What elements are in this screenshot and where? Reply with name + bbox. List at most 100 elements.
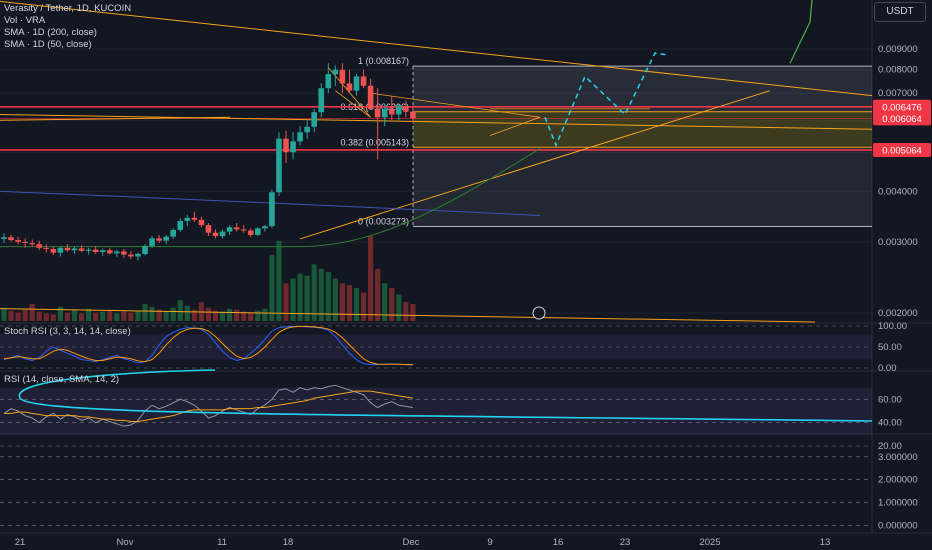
candle-body <box>85 249 92 251</box>
volume-bar <box>15 312 21 321</box>
sma200-legend[interactable]: SMA · 1D (200, close) <box>4 27 97 38</box>
oscillator-series-line <box>3 325 413 366</box>
volume-bar <box>360 292 367 321</box>
price-tick-label: 0.003000 <box>878 237 918 248</box>
candle-body <box>78 248 85 251</box>
symbol-title[interactable]: Verasity / Tether, 1D, KUCOIN <box>4 3 132 14</box>
base-line <box>0 308 816 323</box>
candle-body <box>205 225 212 233</box>
volume-bar <box>149 306 155 321</box>
candle-body <box>29 243 35 245</box>
volume-bar <box>71 309 78 321</box>
volume-bar <box>382 283 388 321</box>
volume-bar <box>389 287 395 321</box>
time-tick-label: 2025 <box>699 537 720 548</box>
volume-bar <box>227 308 233 321</box>
volume-bar <box>304 275 310 321</box>
volume-bar <box>142 304 148 321</box>
fib-level-label: 0 (0.003273) <box>358 217 409 227</box>
volume-bar <box>269 254 275 321</box>
volume-bar <box>212 310 219 321</box>
candle-body <box>311 112 317 127</box>
candle-body <box>262 226 268 229</box>
candle-body <box>184 217 191 221</box>
price-label-box <box>873 99 931 114</box>
candle-body <box>396 106 402 115</box>
volume-bar <box>57 306 63 321</box>
candle-body <box>247 230 254 235</box>
sma50-line <box>0 147 541 248</box>
sma50-legend[interactable]: SMA · 1D (50, close) <box>4 39 92 50</box>
candle-body <box>121 251 127 255</box>
price-axis: 0.0090000.0080000.0070000.0060000.005000… <box>873 44 931 531</box>
time-tick-label: 18 <box>283 537 294 548</box>
volume-bar <box>219 311 226 321</box>
candle-body <box>106 250 113 254</box>
volume-bar <box>325 271 331 321</box>
candle-body <box>71 248 78 251</box>
oscillator-tick-label: 100.00 <box>878 321 907 332</box>
candle-body <box>128 254 134 257</box>
volume-bar <box>234 309 240 321</box>
volume-bar <box>22 309 28 321</box>
volume-bar <box>135 310 141 321</box>
candle-body <box>353 76 360 91</box>
candle-body <box>57 247 64 253</box>
volume-bar <box>248 312 254 321</box>
fib-level-label: 0.382 (0.005143) <box>340 137 409 147</box>
price-label-text: 0.005064 <box>882 145 922 156</box>
price-tick-label: 0.002000 <box>878 308 918 319</box>
time-tick-label: 13 <box>820 537 831 548</box>
grid <box>0 0 932 534</box>
volume-bar <box>255 310 261 321</box>
volume-bar <box>121 311 127 321</box>
long-sma-line <box>789 0 813 64</box>
fib-zone-golden <box>413 111 872 148</box>
price-label-text: 0.006064 <box>882 114 922 125</box>
volume-bar <box>43 313 49 321</box>
currency-button[interactable]: USDT <box>874 2 926 22</box>
candle-body <box>219 231 226 237</box>
candle-body <box>269 192 275 227</box>
volume-bar <box>114 313 120 321</box>
volume-bar <box>50 314 56 321</box>
long-downtrend-line <box>0 0 873 97</box>
price-tick-label: 0.004000 <box>878 186 918 197</box>
fib-zone-upper <box>413 66 872 112</box>
candle-body <box>325 74 332 89</box>
price-tick-label: 0.007000 <box>878 88 918 99</box>
candle-body <box>290 141 296 153</box>
time-tick-label: 11 <box>217 537 227 548</box>
uptrend-line <box>299 90 771 240</box>
price-label-box <box>873 111 931 126</box>
candle-body <box>149 238 155 246</box>
volume-bar <box>290 278 296 321</box>
candle-body <box>8 237 14 241</box>
volume-bar <box>332 278 338 321</box>
volume-bar <box>339 283 345 321</box>
volume-bar <box>297 273 303 321</box>
volume-bar <box>8 310 14 321</box>
time-tick-label: 9 <box>487 537 492 548</box>
oscillator-tick-label: 3.000000 <box>878 452 918 463</box>
oscillator-tick-label: 0.000000 <box>878 520 918 531</box>
volume-bar <box>163 311 169 321</box>
rsi-legend[interactable]: RSI (14, close, SMA, 14, 2) <box>4 374 120 385</box>
stoch-rsi-legend[interactable]: Stoch RSI (3, 3, 14, 14, close) <box>4 326 131 337</box>
volume-bar <box>64 312 71 321</box>
candle-body <box>212 232 219 237</box>
volume-bar <box>396 294 402 321</box>
candle-body <box>367 85 374 109</box>
candle-body <box>388 108 395 115</box>
volume-bar <box>283 283 289 321</box>
oscillator-tick-label: 0.00 <box>878 363 897 374</box>
time-tick-label: Dec <box>403 537 420 548</box>
volume-bar <box>170 307 176 321</box>
candle-body <box>360 76 367 86</box>
candle-body <box>170 229 176 237</box>
volume-legend[interactable]: Vol · VRA <box>4 15 46 26</box>
volume-bar <box>375 269 381 321</box>
volume-bar <box>262 308 268 321</box>
volume-bar <box>36 311 42 321</box>
